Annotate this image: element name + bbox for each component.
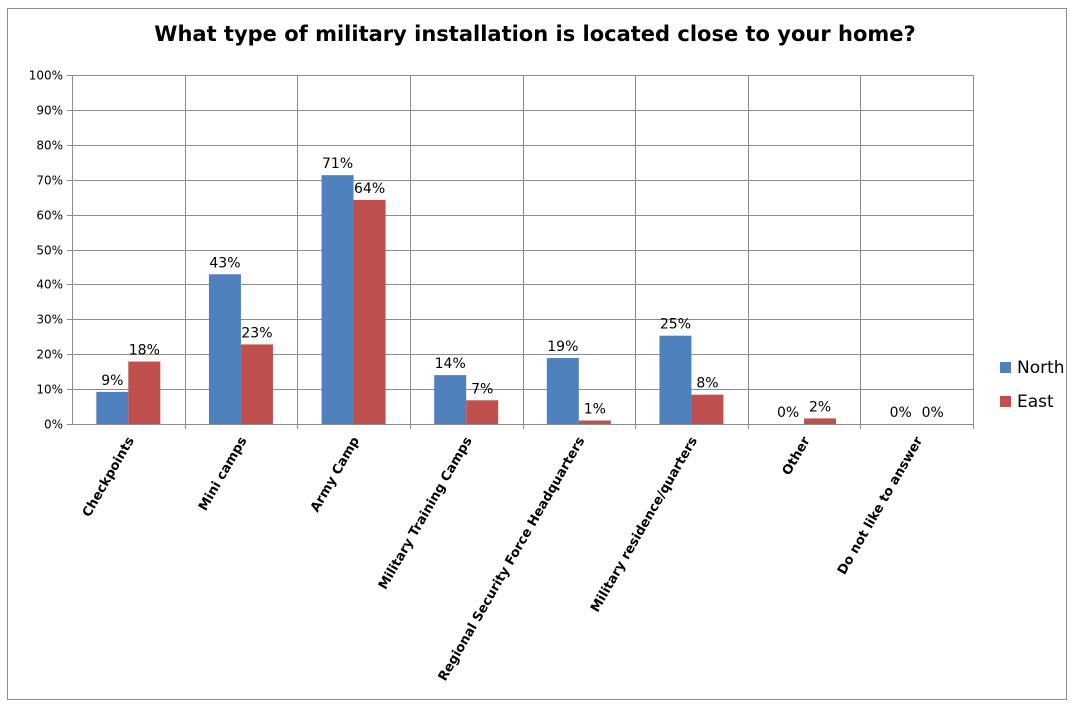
legend-label-north: North — [1017, 358, 1065, 378]
x-category-label: Army Camp — [308, 435, 363, 515]
data-label-north: 71% — [322, 156, 353, 172]
data-label-north: 0% — [890, 405, 912, 421]
data-label-north: 0% — [777, 405, 799, 421]
bar-north — [659, 335, 692, 424]
data-label-north: 19% — [547, 339, 578, 355]
y-tick-label: 80% — [36, 139, 63, 153]
chart-title: What type of military installation is lo… — [154, 22, 916, 46]
y-tick-label: 50% — [36, 244, 63, 258]
y-tick-label: 40% — [36, 278, 63, 292]
data-label-east: 7% — [471, 381, 493, 397]
bar-north — [208, 274, 241, 424]
bar-east — [804, 418, 837, 424]
y-tick-label: 20% — [36, 348, 63, 362]
y-tick-label: 70% — [36, 174, 63, 188]
data-label-north: 43% — [209, 255, 240, 271]
data-label-north: 25% — [660, 317, 691, 333]
bar-north — [434, 375, 467, 424]
x-category-label: Checkpoints — [80, 434, 138, 520]
legend-swatch-east — [1000, 396, 1011, 407]
data-label-east: 8% — [696, 376, 718, 392]
data-label-east: 1% — [584, 402, 606, 418]
bar-east — [691, 394, 724, 424]
bar-east — [240, 344, 273, 424]
x-category-label: Do not like to answer — [835, 434, 926, 577]
x-category-label: Regional Security Force Headquarters — [436, 434, 589, 684]
bar-east — [578, 420, 611, 424]
bar-north — [546, 358, 579, 424]
bar-north — [321, 175, 354, 424]
bar-east — [128, 361, 161, 424]
data-label-east: 2% — [809, 399, 831, 415]
y-tick-label: 90% — [36, 104, 63, 118]
y-tick-label: 100% — [29, 69, 63, 83]
data-label-east: 64% — [354, 181, 385, 197]
x-category-label: Military residence/quarters — [588, 434, 701, 615]
data-label-north: 9% — [101, 373, 123, 389]
x-category-label: Other — [780, 434, 814, 478]
data-label-east: 0% — [922, 405, 944, 421]
y-tick-label: 60% — [36, 209, 63, 223]
y-tick-label: 10% — [36, 383, 63, 397]
bar-north — [96, 391, 129, 424]
legend-swatch-north — [1000, 362, 1011, 373]
data-label-east: 23% — [241, 325, 272, 341]
data-label-north: 14% — [435, 356, 466, 372]
y-tick-label: 30% — [36, 313, 63, 327]
bar-east — [353, 199, 386, 424]
y-tick-label: 0% — [44, 418, 63, 432]
bar-east — [466, 400, 499, 424]
data-label-east: 18% — [129, 343, 160, 359]
x-category-label: Military Training Camps — [376, 434, 476, 592]
x-category-label: Mini camps — [196, 434, 250, 513]
legend-label-east: East — [1017, 392, 1054, 412]
